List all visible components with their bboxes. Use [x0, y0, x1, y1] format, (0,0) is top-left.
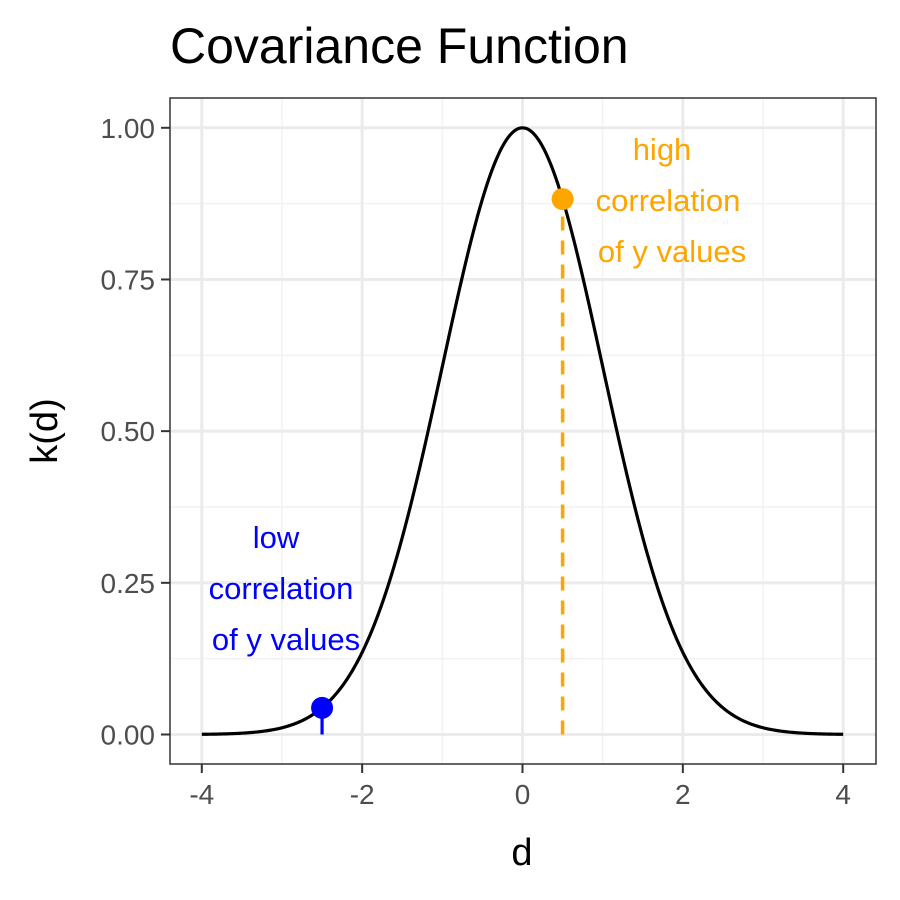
- y-tick-label: 0.75: [101, 264, 156, 295]
- low-correlation-point: [311, 696, 334, 719]
- high-correlation-point: [551, 188, 574, 211]
- y-axis-title: k(d): [24, 398, 66, 463]
- x-tick-label: -2: [350, 779, 375, 810]
- grid-lines: [170, 98, 876, 764]
- y-tick-label: 0.25: [101, 568, 156, 599]
- annotation-high-line-1: high: [633, 132, 692, 167]
- covariance-curve: [201, 126, 844, 736]
- annotation-low-line-1: low: [253, 520, 300, 555]
- point-layer: [311, 188, 574, 719]
- y-tick-label: 0.50: [101, 416, 156, 447]
- annotation-low-line-3: of y values: [212, 622, 360, 657]
- chart-title: Covariance Function: [170, 18, 629, 74]
- annotation-low-line-2: correlation: [209, 571, 354, 606]
- x-axis: -4 -2 0 2 4: [189, 764, 851, 810]
- annotation-high-line-3: of y values: [598, 234, 746, 269]
- x-tick-label: -4: [189, 779, 214, 810]
- x-axis-title: d: [511, 832, 532, 874]
- x-tick-label: 0: [515, 779, 531, 810]
- x-tick-label: 2: [675, 779, 691, 810]
- x-tick-label: 4: [835, 779, 851, 810]
- y-tick-label: 1.00: [101, 113, 156, 144]
- curve-layer: [201, 126, 844, 736]
- y-tick-label: 0.00: [101, 720, 156, 751]
- y-axis: 0.00 0.25 0.50 0.75 1.00: [101, 113, 170, 751]
- annotation-high-line-2: correlation: [596, 183, 741, 218]
